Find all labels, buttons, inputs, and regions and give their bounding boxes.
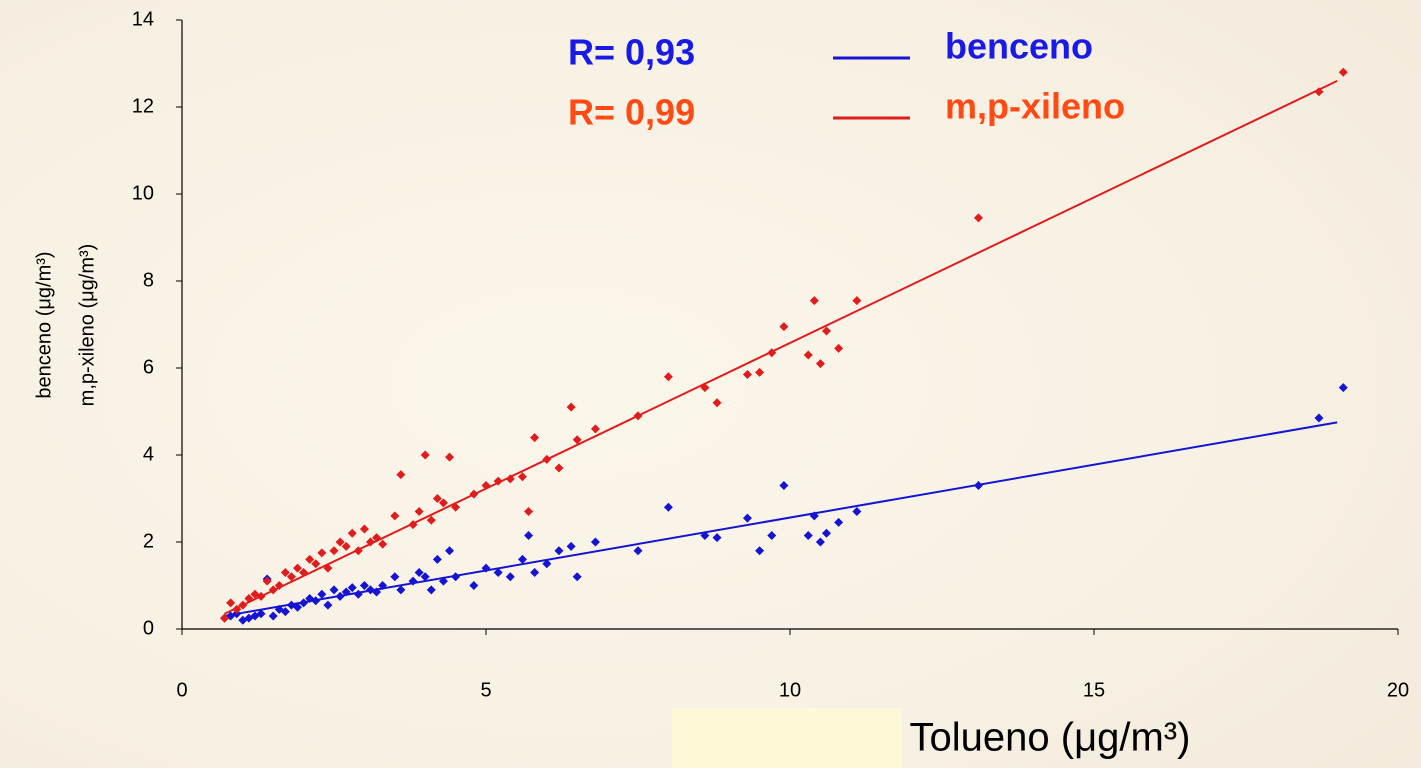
chart: Tolueno (μg/m³) benceno (μg/m³) m,p-xile…	[0, 0, 1421, 768]
y-tick-label: 14	[132, 8, 154, 30]
x-axis-title: Tolueno (μg/m³)	[910, 716, 1191, 760]
x-tick-label: 15	[1083, 679, 1105, 701]
x-tick-label: 5	[480, 679, 491, 701]
y-axis-title: benceno (μg/m³)	[33, 251, 55, 398]
y-tick-label: 10	[132, 182, 154, 204]
y-tick-label: 0	[143, 617, 154, 639]
y-tick-label: 4	[143, 443, 154, 465]
y-tick-label: 12	[132, 95, 154, 117]
legend-label: m,p-xileno	[945, 86, 1125, 127]
page: Tolueno (μg/m³) benceno (μg/m³) m,p-xile…	[0, 0, 1421, 768]
r-label: R= 0,93	[568, 32, 695, 73]
background	[0, 0, 1421, 768]
y-tick-label: 2	[143, 530, 154, 552]
title-highlight	[672, 708, 902, 768]
y-axis-title: m,p-xileno (μg/m³)	[76, 244, 98, 407]
legend-label: benceno	[945, 26, 1093, 67]
y-tick-label: 6	[143, 356, 154, 378]
x-tick-label: 20	[1387, 679, 1409, 701]
x-tick-label: 0	[176, 679, 187, 701]
y-tick-label: 8	[143, 269, 154, 291]
r-label: R= 0,99	[568, 92, 695, 133]
x-tick-label: 10	[779, 679, 801, 701]
